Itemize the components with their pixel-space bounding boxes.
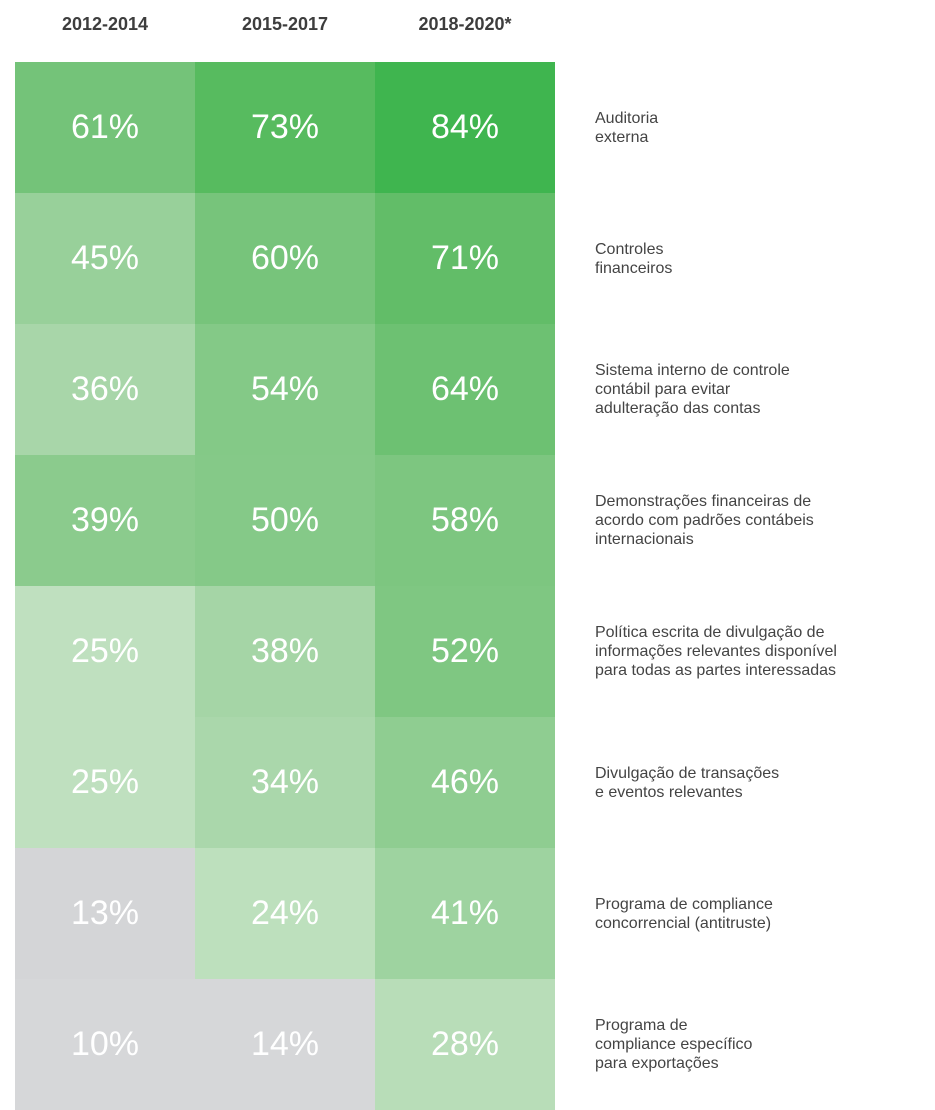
value-label: 39% (70, 501, 140, 539)
cell: 64% (375, 324, 555, 455)
value-label: 41% (430, 894, 500, 932)
row-label: Divulgação de transações e eventos relev… (595, 764, 780, 801)
value-label: 60% (250, 239, 320, 277)
cell: 41% (375, 848, 555, 979)
value-label: 58% (430, 501, 500, 539)
column-header: 2015-2017 (241, 14, 329, 34)
cell: 60% (195, 193, 375, 324)
value-label: 73% (250, 108, 320, 146)
column-header: 2012-2014 (61, 14, 149, 34)
value-label: 14% (250, 1025, 320, 1063)
value-label: 34% (250, 763, 320, 801)
row-label: Política escrita de divulgação de inform… (595, 624, 837, 679)
value-label: 28% (430, 1025, 500, 1063)
value-label: 10% (70, 1025, 140, 1063)
cell: 73% (195, 62, 375, 193)
cell: 52% (375, 586, 555, 717)
value-label: 46% (430, 763, 500, 801)
cell: 38% (195, 586, 375, 717)
value-label: 25% (70, 632, 140, 670)
cell: 24% (195, 848, 375, 979)
row-label: Sistema interno de controle contábil par… (595, 362, 790, 417)
cell: 71% (375, 193, 555, 324)
row-label: Auditoria externa (595, 109, 659, 146)
cell: 36% (15, 324, 195, 455)
value-label: 45% (70, 239, 140, 277)
cell: 25% (15, 586, 195, 717)
cell: 10% (15, 979, 195, 1110)
value-label: 24% (250, 894, 320, 932)
value-label: 64% (430, 370, 500, 408)
value-label: 61% (70, 108, 140, 146)
value-label: 54% (250, 370, 320, 408)
column-header: 2018-2020* (418, 14, 512, 34)
cell: 13% (15, 848, 195, 979)
row-label: Demonstrações financeiras de acordo com … (595, 493, 814, 548)
cell: 14% (195, 979, 375, 1110)
value-label: 36% (70, 370, 140, 408)
row-label: Programa de compliance concorrencial (an… (595, 895, 773, 932)
cell: 61% (15, 62, 195, 193)
row-label: Programa de compliance específico para e… (595, 1017, 753, 1072)
cell: 34% (195, 717, 375, 848)
value-label: 13% (70, 894, 140, 932)
cell: 39% (15, 455, 195, 586)
cell: 46% (375, 717, 555, 848)
value-label: 84% (430, 108, 500, 146)
row-label: Controles financeiros (595, 240, 673, 277)
cell: 54% (195, 324, 375, 455)
cell: 25% (15, 717, 195, 848)
value-label: 25% (70, 763, 140, 801)
value-label: 71% (430, 239, 500, 277)
cell: 84% (375, 62, 555, 193)
cell: 28% (375, 979, 555, 1110)
value-label: 52% (430, 632, 500, 670)
cell: 58% (375, 455, 555, 586)
cell: 45% (15, 193, 195, 324)
value-label: 38% (250, 632, 320, 670)
cell: 50% (195, 455, 375, 586)
value-label: 50% (250, 501, 320, 539)
